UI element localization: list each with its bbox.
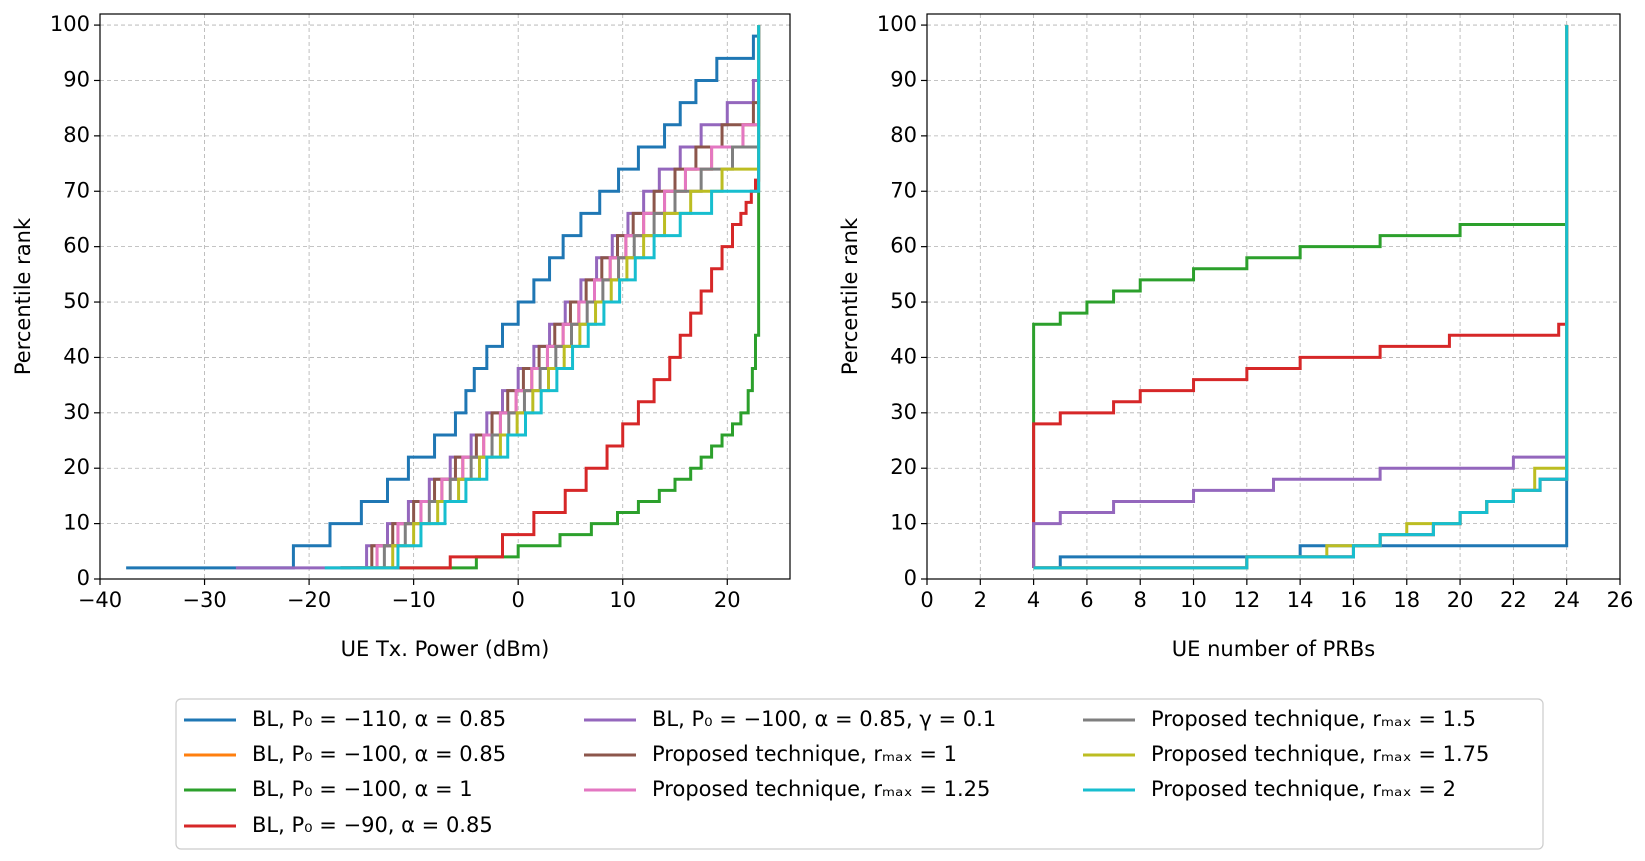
x-tick-label: −30 [182, 588, 226, 612]
series-line [1033, 25, 1569, 570]
plot-frame [99, 13, 791, 580]
series-line [340, 25, 761, 570]
y-axis-label: Percentile rank [838, 217, 862, 375]
y-tick-label: 10 [63, 511, 90, 535]
x-tick-label: 0 [920, 588, 933, 612]
x-tick-label: 10 [1180, 588, 1207, 612]
y-tick-label: 40 [63, 344, 90, 368]
y-axis-label: Percentile rank [11, 217, 35, 375]
series-line [1033, 25, 1569, 570]
legend-label: BL, P₀ = −90, α = 0.85 [252, 813, 493, 837]
legend-label: Proposed technique, rₘₐₓ = 1.5 [1151, 707, 1476, 731]
series-line [361, 25, 761, 570]
x-tick-label: 22 [1500, 588, 1527, 612]
series-line [340, 25, 761, 570]
y-tick-label: 30 [890, 400, 917, 424]
y-tick-label: 30 [63, 400, 90, 424]
x-tick-label: 20 [714, 588, 741, 612]
series-line [126, 25, 761, 570]
series-line [1032, 25, 1569, 568]
series-line [1032, 25, 1569, 568]
y-tick-label: 0 [904, 566, 917, 590]
x-tick-label: 12 [1233, 588, 1260, 612]
y-tick-label: 20 [63, 455, 90, 479]
x-tick-label: 6 [1080, 588, 1093, 612]
x-tick-label: 14 [1287, 588, 1314, 612]
legend-label: BL, P₀ = −110, α = 0.85 [252, 707, 506, 731]
series-line [1032, 25, 1569, 568]
y-tick-label: 10 [890, 511, 917, 535]
x-tick-label: 10 [609, 588, 636, 612]
y-tick-label: 90 [63, 67, 90, 91]
x-tick-label: 26 [1607, 588, 1634, 612]
y-tick-label: 40 [890, 344, 917, 368]
y-tick-label: 80 [890, 123, 917, 147]
x-tick-label: −40 [78, 588, 122, 612]
y-tick-label: 90 [890, 67, 917, 91]
y-tick-label: 60 [63, 234, 90, 258]
y-tick-label: 0 [77, 566, 90, 590]
x-tick-label: 2 [974, 588, 987, 612]
series-line [350, 25, 761, 570]
y-tick-label: 70 [890, 178, 917, 202]
x-tick-label: 16 [1340, 588, 1367, 612]
x-tick-label: 4 [1027, 588, 1040, 612]
series-line [356, 25, 761, 570]
y-tick-label: 70 [63, 178, 90, 202]
legend-label: BL, P₀ = −100, α = 0.85 [252, 742, 506, 766]
legend-label: BL, P₀ = −100, α = 1 [252, 777, 473, 801]
x-tick-label: 18 [1393, 588, 1420, 612]
x-axis-label: UE number of PRBs [1172, 637, 1375, 661]
y-tick-label: 60 [890, 234, 917, 258]
legend-label: BL, P₀ = −100, α = 0.85, γ = 0.1 [652, 707, 996, 731]
x-axis-label: UE Tx. Power (dBm) [341, 637, 550, 661]
x-tick-label: −10 [391, 588, 435, 612]
x-tick-label: 20 [1447, 588, 1474, 612]
legend-box [175, 698, 1544, 850]
y-tick-label: 20 [890, 455, 917, 479]
series-line [324, 25, 761, 570]
plot-frame [926, 13, 1621, 580]
y-tick-label: 80 [63, 123, 90, 147]
series-line [350, 25, 761, 570]
legend-label: Proposed technique, rₘₐₓ = 1.25 [652, 777, 990, 801]
legend-label: Proposed technique, rₘₐₓ = 2 [1151, 777, 1456, 801]
y-tick-label: 50 [890, 289, 917, 313]
legend-label: Proposed technique, rₘₐₓ = 1 [652, 742, 957, 766]
series-line [340, 25, 761, 570]
y-tick-label: 100 [877, 12, 917, 36]
x-tick-label: 8 [1134, 588, 1147, 612]
y-tick-label: 100 [50, 12, 90, 36]
y-tick-label: 50 [63, 289, 90, 313]
x-tick-label: 24 [1553, 588, 1580, 612]
x-tick-label: 0 [511, 588, 524, 612]
legend-label: Proposed technique, rₘₐₓ = 1.75 [1151, 742, 1489, 766]
x-tick-label: −20 [287, 588, 331, 612]
